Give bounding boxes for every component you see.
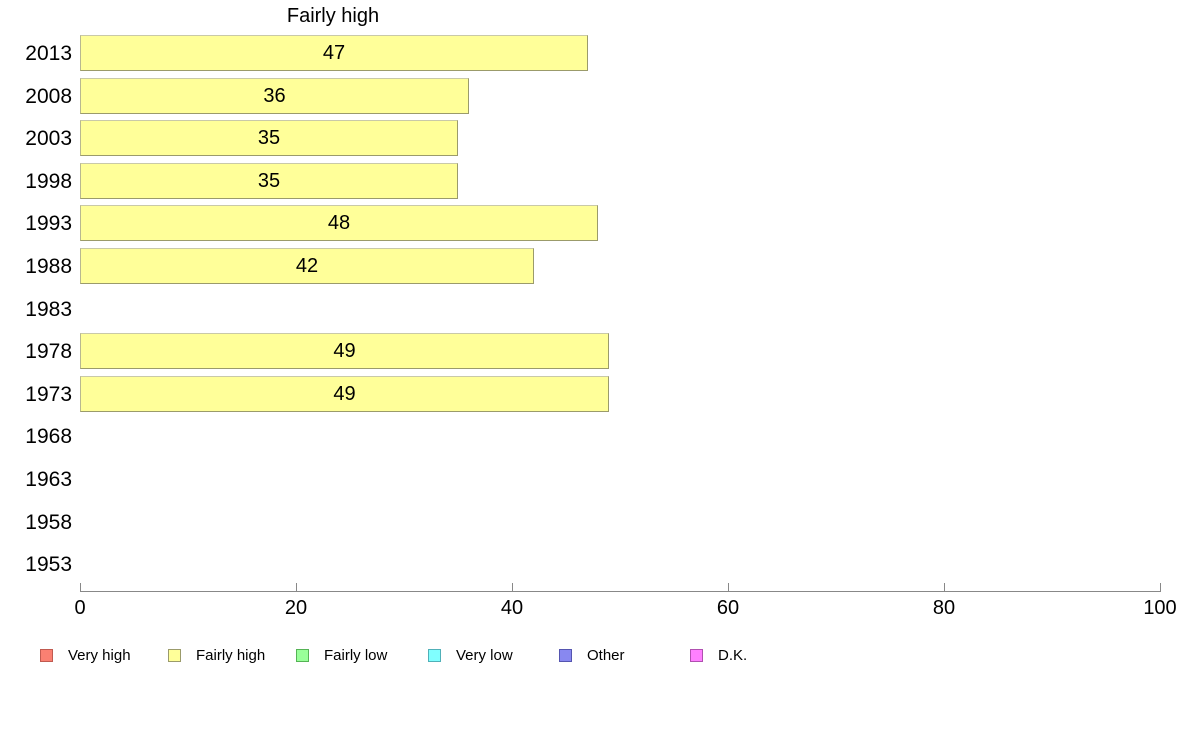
x-axis-tick (80, 583, 81, 591)
bar: 35 (80, 163, 458, 199)
chart-row: 1978 49 (0, 330, 1188, 373)
bar-value-label: 35 (257, 170, 281, 192)
chart-row: 2013 47 (0, 32, 1188, 75)
bar-value-label: 49 (333, 340, 356, 362)
x-axis-line (80, 591, 1161, 592)
x-axis-tick (728, 583, 729, 591)
chart-row: 1988 42 (0, 245, 1188, 288)
y-axis-label: 1983 (25, 298, 72, 321)
chart-row: 1998 35 (0, 160, 1188, 203)
chart-row: 1993 48 (0, 202, 1188, 245)
y-axis-label: 1973 (25, 383, 72, 406)
chart-row: 1968 (0, 415, 1188, 458)
chart-row: 1973 49 (0, 373, 1188, 416)
legend-swatch (559, 649, 572, 662)
bar: 35 (80, 120, 458, 156)
x-axis-tick-label: 20 (284, 597, 308, 619)
y-axis-label: 1988 (25, 255, 72, 278)
bar: 49 (80, 376, 609, 412)
y-axis-label: 2003 (25, 127, 72, 150)
x-axis-tick-label: 100 (1143, 597, 1177, 619)
legend-item-label: Fairly high (196, 647, 266, 664)
legend-item-label: Other (587, 647, 625, 664)
chart-row: 1963 (0, 458, 1188, 501)
y-axis-label: 1968 (25, 425, 72, 448)
bar-value-label: 47 (322, 42, 346, 64)
bar-value-label: 49 (333, 383, 356, 405)
y-axis-label: 1958 (25, 511, 72, 534)
x-axis-tick (512, 583, 513, 591)
y-axis-label: 1953 (25, 553, 72, 576)
x-axis-tick-label: 40 (500, 597, 524, 619)
legend-swatch (168, 649, 181, 662)
legend-item-label: Fairly low (324, 647, 388, 664)
bar-value-label: 48 (327, 212, 351, 234)
bar: 47 (80, 35, 588, 71)
bar: 49 (80, 333, 609, 369)
x-axis-tick-label: 60 (716, 597, 740, 619)
chart-row: 1958 (0, 501, 1188, 544)
y-axis-label: 2013 (25, 42, 72, 65)
legend-swatch (296, 649, 309, 662)
legend-item-label: D.K. (718, 647, 748, 664)
bar: 42 (80, 248, 534, 284)
legend-swatch (428, 649, 441, 662)
x-axis-tick (296, 583, 297, 591)
x-axis-tick (944, 583, 945, 591)
y-axis-label: 1993 (25, 212, 72, 235)
y-axis-label: 1998 (25, 170, 72, 193)
legend-swatch (690, 649, 703, 662)
bar-value-label: 42 (295, 255, 319, 277)
bar: 36 (80, 78, 469, 114)
chart-row: 2008 36 (0, 75, 1188, 118)
y-axis-label: 1963 (25, 468, 72, 491)
bar: 48 (80, 205, 598, 241)
bar-value-label: 35 (257, 127, 281, 149)
chart-title: Fairly high (286, 5, 380, 27)
y-axis-label: 1978 (25, 340, 72, 363)
x-axis-tick-label: 0 (74, 597, 86, 619)
chart-row: 2003 35 (0, 117, 1188, 160)
legend-swatch (40, 649, 53, 662)
legend-item-label: Very low (456, 647, 513, 664)
chart-row: 1983 (0, 288, 1188, 331)
x-axis-tick (1160, 583, 1161, 591)
y-axis-label: 2008 (25, 85, 72, 108)
bar-value-label: 36 (263, 85, 286, 107)
x-axis-tick-label: 80 (932, 597, 956, 619)
legend-item-label: Very high (68, 647, 131, 664)
chart-row: 1953 (0, 543, 1188, 586)
